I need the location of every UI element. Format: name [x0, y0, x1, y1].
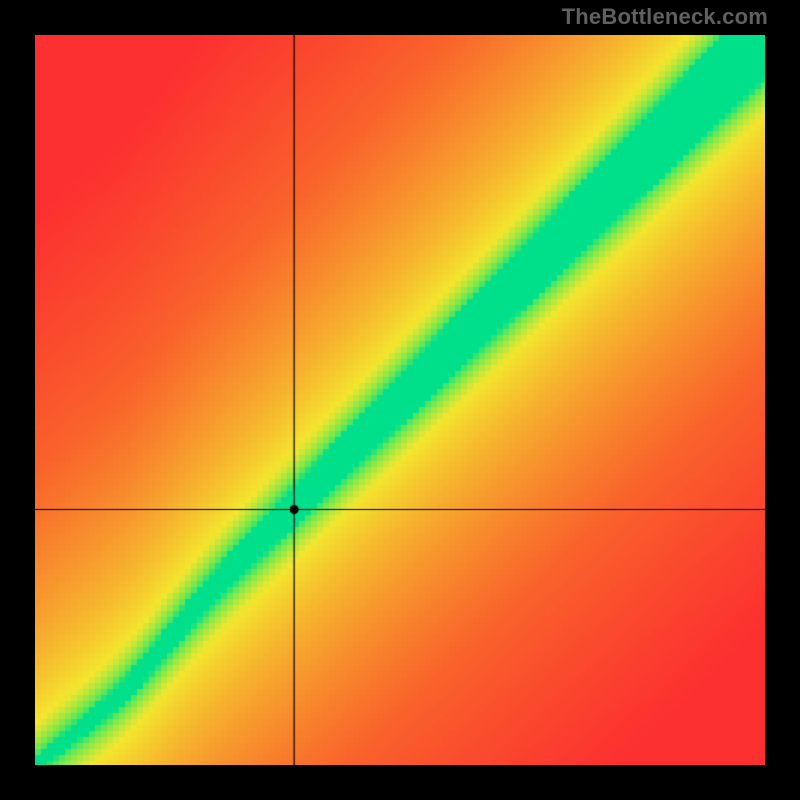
chart-container: TheBottleneck.com: [0, 0, 800, 800]
plot-area: [35, 35, 765, 765]
watermark-text: TheBottleneck.com: [562, 4, 768, 30]
heatmap-canvas: [35, 35, 765, 765]
